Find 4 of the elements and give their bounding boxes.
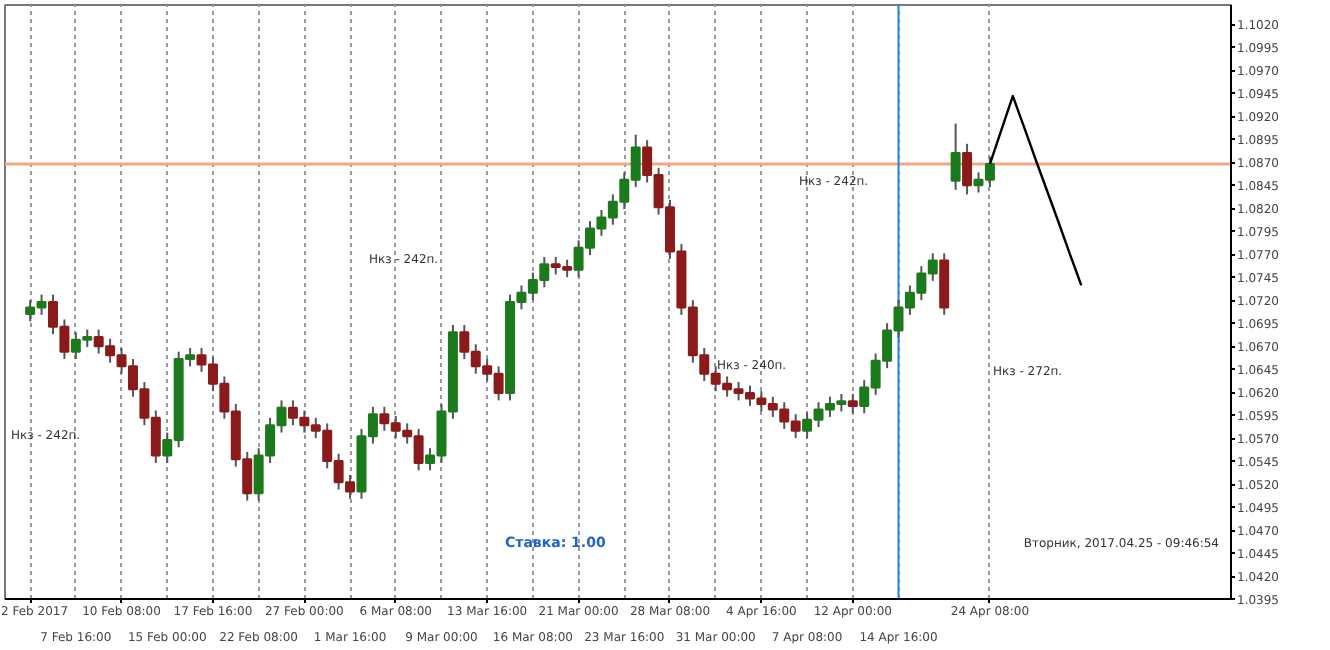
candlestick — [962, 142, 973, 196]
candlestick — [950, 122, 961, 191]
candlestick — [847, 392, 858, 415]
candlestick — [939, 252, 950, 316]
